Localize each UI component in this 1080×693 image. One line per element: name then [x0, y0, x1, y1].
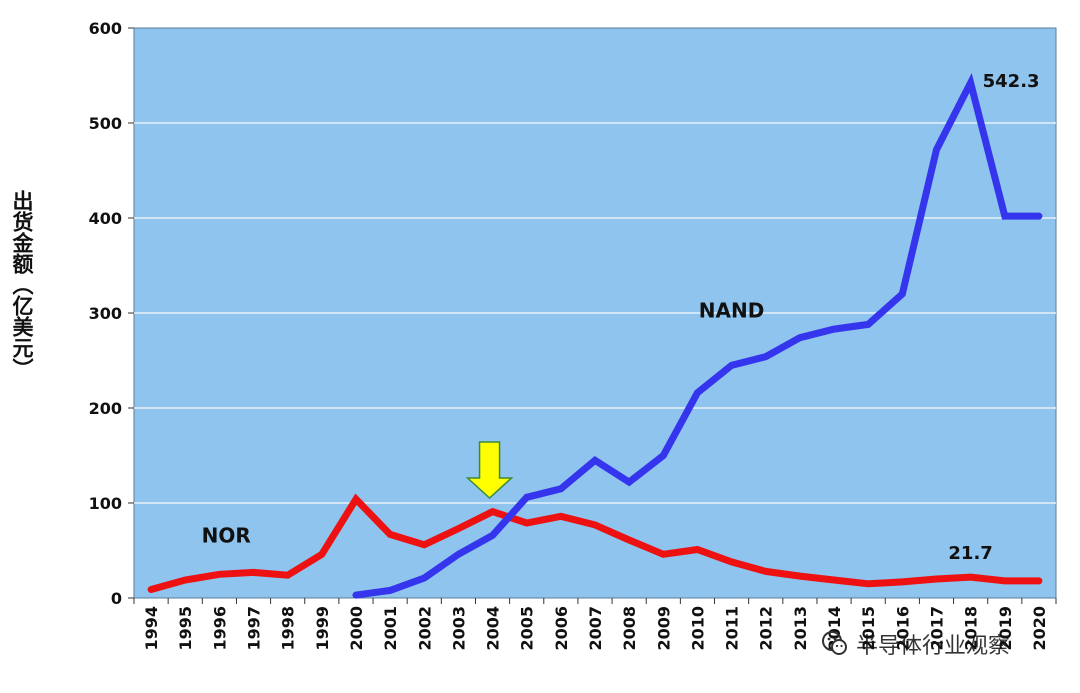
- x-tick-label: 2000: [347, 606, 366, 651]
- x-tick-label: 2004: [484, 606, 503, 651]
- wechat-icon: [822, 631, 847, 655]
- x-tick-label: 2011: [723, 606, 742, 651]
- x-tick-label: 2013: [791, 606, 810, 651]
- x-tick-label: 2006: [552, 606, 571, 651]
- x-tick-label: 2001: [381, 606, 400, 651]
- x-tick-label: 2005: [518, 606, 537, 651]
- x-tick-label: 2010: [688, 606, 707, 651]
- x-tick-label: 2017: [927, 606, 946, 651]
- watermark-text: 半导体行业观察: [856, 634, 1011, 659]
- x-tick-label: 1996: [210, 606, 229, 651]
- series-label-nor: NOR: [202, 523, 251, 547]
- series-label-nand: NAND: [699, 298, 765, 322]
- x-tick-label: 2009: [654, 606, 673, 651]
- y-tick-label: 200: [89, 399, 122, 418]
- x-tick-label: 2003: [449, 606, 468, 651]
- down-arrow-marker: [465, 441, 514, 500]
- x-tick-label: 2012: [757, 606, 776, 651]
- y-tick-label: 500: [89, 114, 122, 133]
- y-tick-label: 400: [89, 209, 122, 228]
- x-tick-label: 1999: [313, 606, 332, 651]
- y-tick-label: 600: [89, 19, 122, 38]
- x-tick-label: 1995: [176, 606, 195, 651]
- x-tick-label: 2008: [620, 606, 639, 651]
- y-axis-title: 出货金额（亿美元）: [4, 190, 40, 379]
- x-tick-label: 1998: [279, 606, 298, 651]
- y-tick-label: 0: [111, 589, 122, 608]
- x-tick-label: 2018: [962, 606, 981, 651]
- x-tick-label: 2007: [586, 606, 605, 651]
- axes: 0 100 200 300 400 500 600 1994 1995 1996 1997 1998 1…: [89, 19, 1057, 651]
- x-tick-label: 1997: [245, 606, 264, 651]
- data-label: 21.7: [948, 543, 992, 564]
- data-label: 542.3: [983, 71, 1040, 92]
- x-tick-label: 2019: [996, 606, 1015, 651]
- x-tick-label: 2015: [859, 606, 878, 651]
- x-tick-label: 1994: [142, 606, 161, 651]
- x-tick-label: 2020: [1030, 606, 1049, 651]
- gridlines: [134, 122, 1056, 504]
- labels-layer: NOR NAND 542.3 21.7: [202, 71, 1040, 564]
- y-tick-label: 100: [89, 494, 122, 513]
- y-axis-title-text: 出货金额（亿美元）: [10, 190, 34, 379]
- series-line-nand: [352, 72, 1043, 599]
- watermark: 半导体行业观察: [820, 628, 1010, 660]
- x-tick-label: 2016: [893, 606, 912, 651]
- series-line-nor: [147, 493, 1043, 593]
- y-tick-label: 300: [89, 304, 122, 323]
- series-layer: [147, 72, 1043, 599]
- x-tick-label: 2002: [415, 606, 434, 651]
